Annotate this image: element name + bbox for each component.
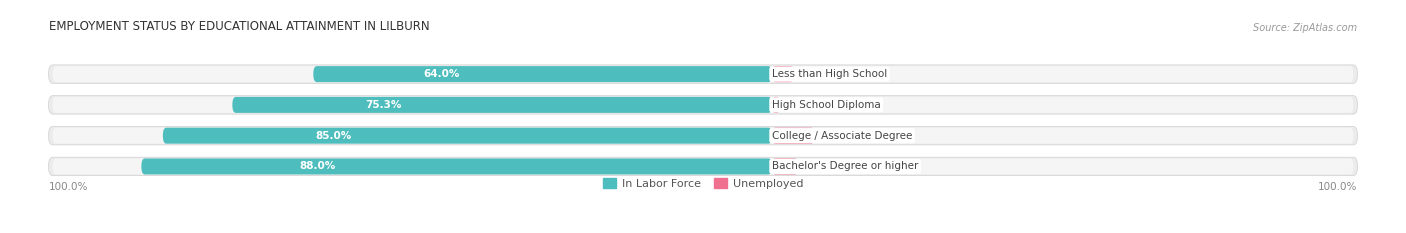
Text: 100.0%: 100.0% — [48, 182, 89, 192]
Text: 88.0%: 88.0% — [299, 161, 336, 171]
Text: 1.7%: 1.7% — [797, 100, 825, 110]
Text: EMPLOYMENT STATUS BY EDUCATIONAL ATTAINMENT IN LILBURN: EMPLOYMENT STATUS BY EDUCATIONAL ATTAINM… — [48, 20, 429, 33]
FancyBboxPatch shape — [772, 97, 780, 113]
Text: Source: ZipAtlas.com: Source: ZipAtlas.com — [1253, 23, 1358, 33]
Text: 64.0%: 64.0% — [423, 69, 460, 79]
Text: 75.3%: 75.3% — [366, 100, 402, 110]
FancyBboxPatch shape — [772, 66, 794, 82]
FancyBboxPatch shape — [52, 128, 1354, 144]
FancyBboxPatch shape — [314, 66, 772, 82]
FancyBboxPatch shape — [232, 97, 772, 113]
Text: Bachelor's Degree or higher: Bachelor's Degree or higher — [772, 161, 918, 171]
FancyBboxPatch shape — [52, 158, 1354, 175]
FancyBboxPatch shape — [48, 65, 1358, 83]
FancyBboxPatch shape — [142, 158, 772, 175]
FancyBboxPatch shape — [772, 128, 814, 144]
Text: 85.0%: 85.0% — [315, 131, 352, 141]
FancyBboxPatch shape — [48, 157, 1358, 176]
Text: 4.4%: 4.4% — [810, 69, 839, 79]
Text: High School Diploma: High School Diploma — [772, 100, 880, 110]
Text: Less than High School: Less than High School — [772, 69, 887, 79]
FancyBboxPatch shape — [48, 96, 1358, 114]
FancyBboxPatch shape — [48, 127, 1358, 145]
Text: 5.3%: 5.3% — [814, 161, 844, 171]
FancyBboxPatch shape — [52, 97, 1354, 113]
FancyBboxPatch shape — [163, 128, 772, 144]
Legend: In Labor Force, Unemployed: In Labor Force, Unemployed — [603, 178, 803, 189]
Text: College / Associate Degree: College / Associate Degree — [772, 131, 912, 141]
FancyBboxPatch shape — [52, 66, 1354, 82]
Text: 100.0%: 100.0% — [1317, 182, 1358, 192]
Text: 8.6%: 8.6% — [831, 131, 860, 141]
FancyBboxPatch shape — [772, 158, 799, 175]
